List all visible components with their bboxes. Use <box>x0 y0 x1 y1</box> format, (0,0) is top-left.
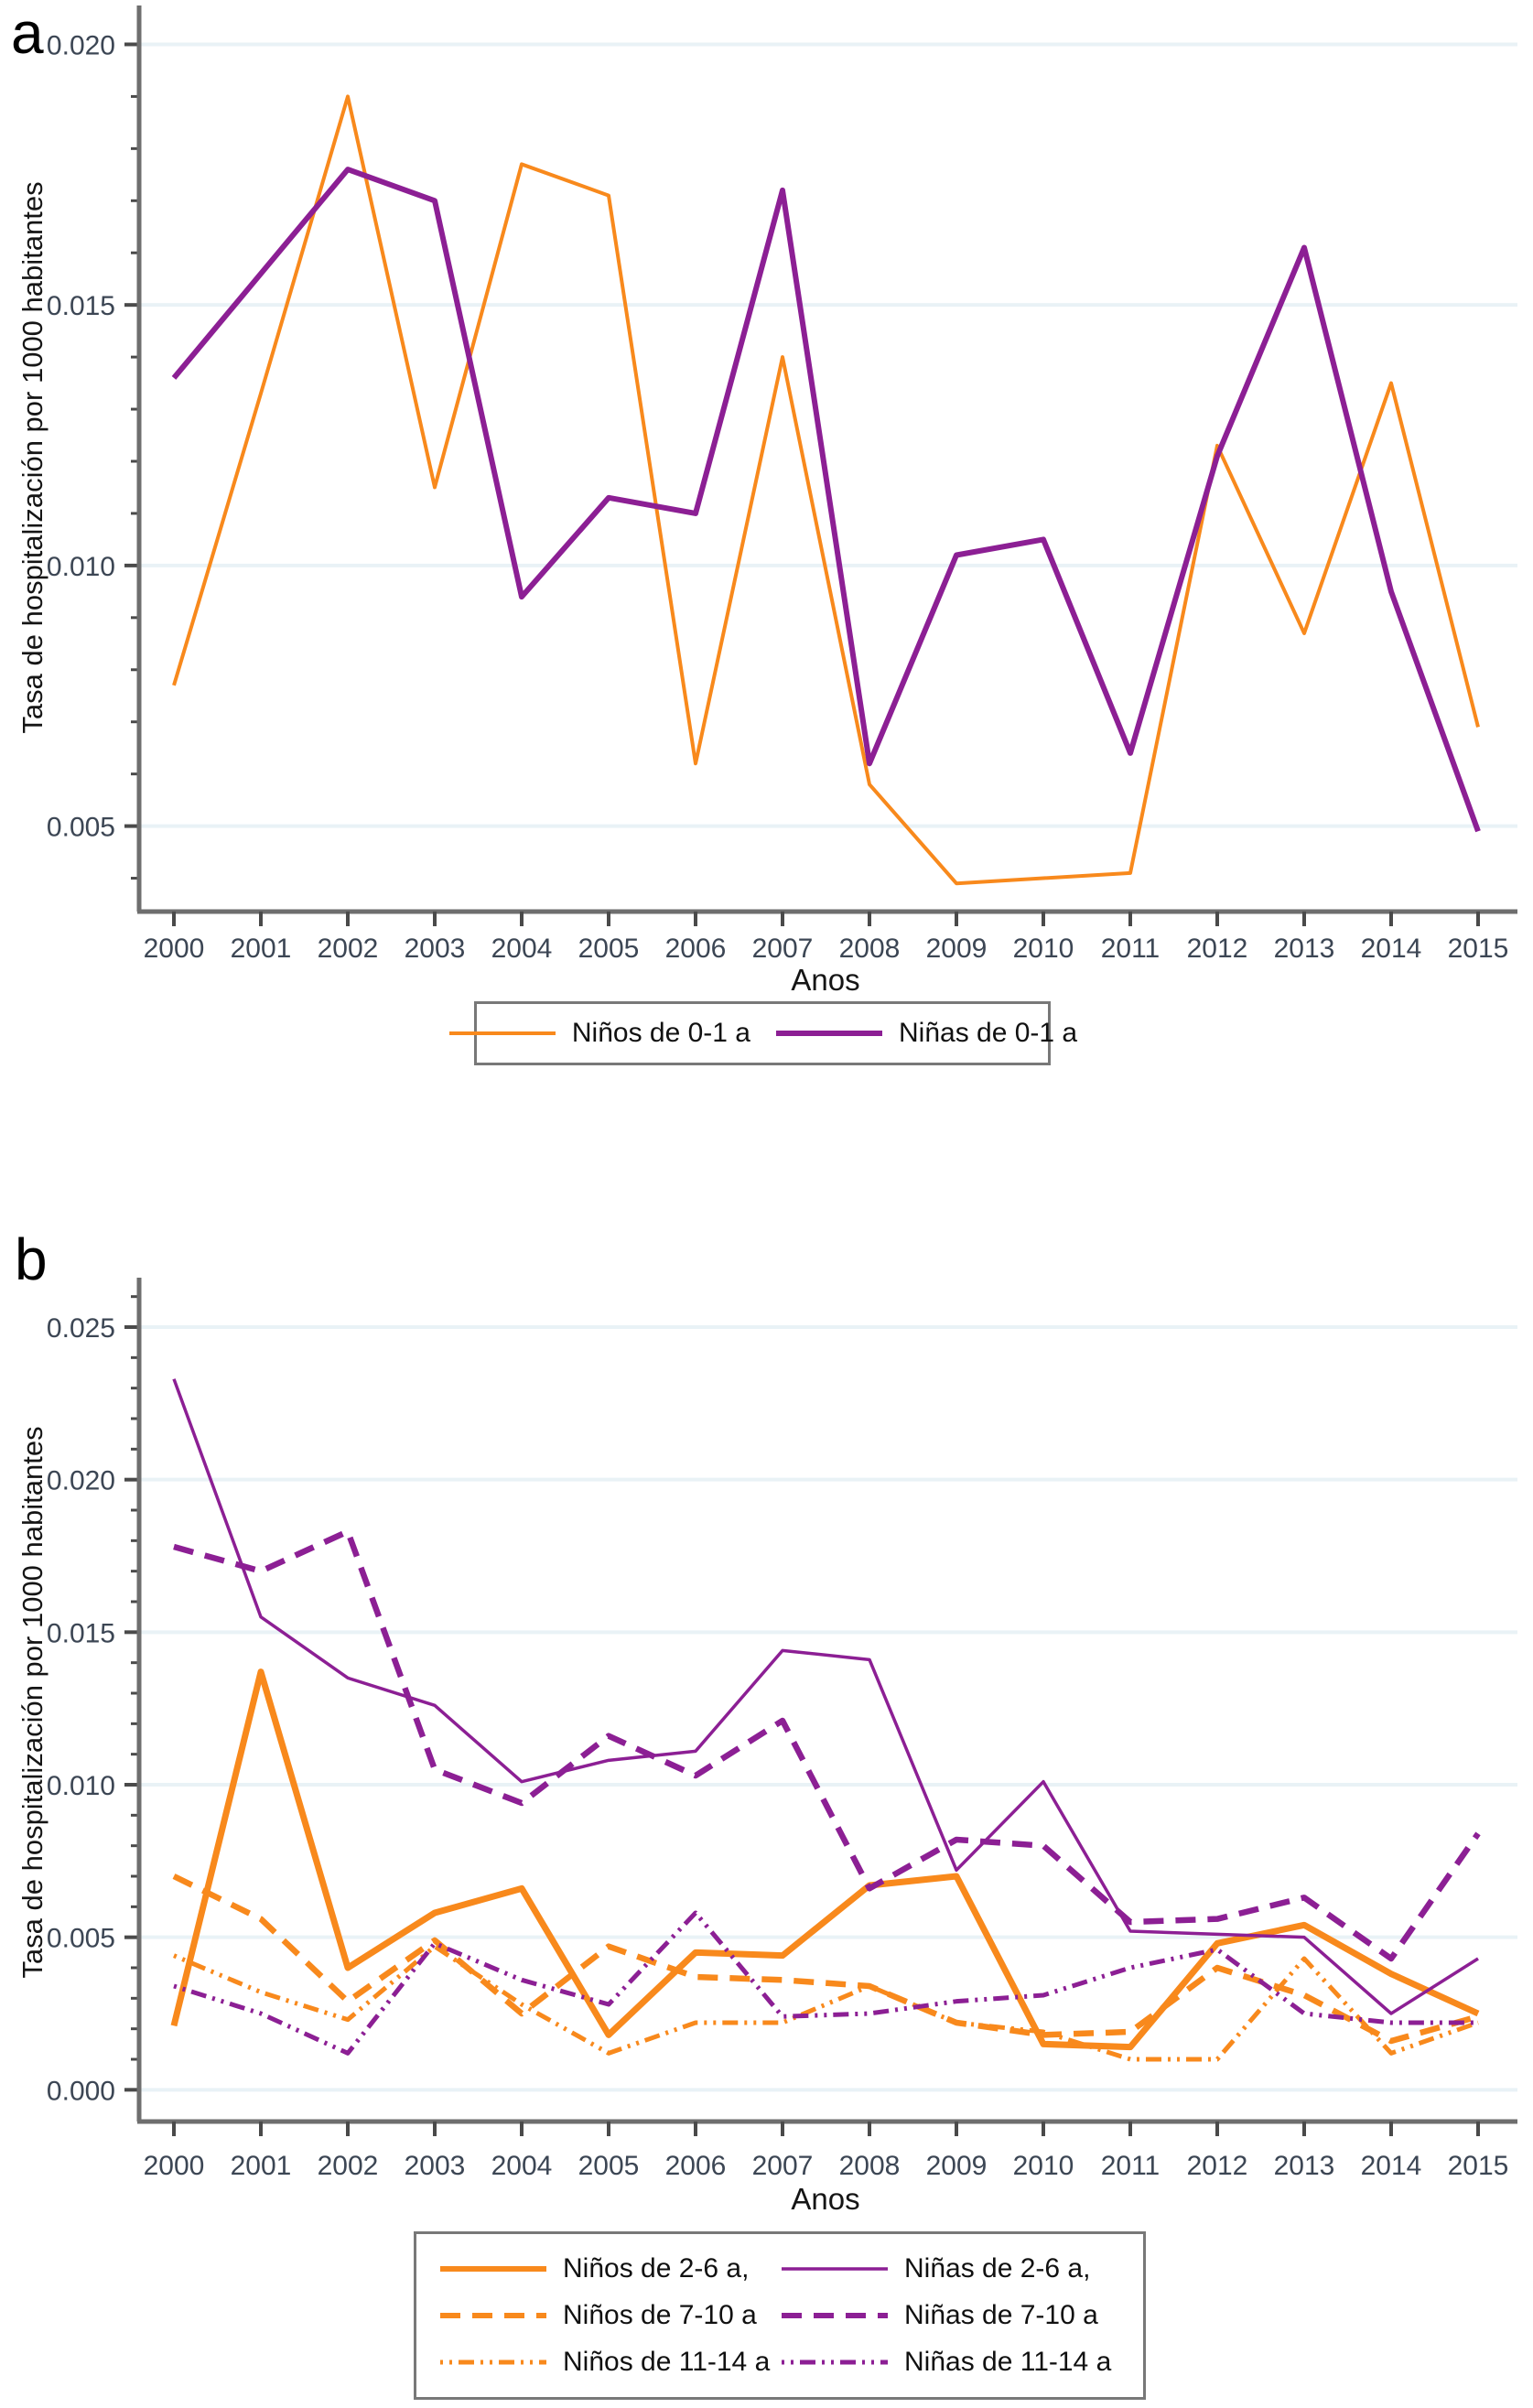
legend-label: Niños de 2-6 a, <box>563 2253 750 2284</box>
x-tick-label: 2011 <box>1101 934 1161 964</box>
legend-label: Niños de 0-1 a <box>571 1018 750 1048</box>
x-tick-label: 2005 <box>578 2151 640 2181</box>
legend-item: Niños de 2-6 a, <box>438 2253 780 2284</box>
legend-label: Niñas de 2-6 a, <box>904 2253 1091 2284</box>
series-line <box>173 1944 1479 2062</box>
legend-item: Niñas de 2-6 a, <box>780 2253 1121 2284</box>
legend-item: Niñas de 11-14 a <box>780 2347 1121 2378</box>
x-tick-label: 2013 <box>1274 2151 1335 2181</box>
x-tick-label: 2004 <box>491 934 553 964</box>
legend-label: Niños de 7-10 a <box>563 2300 757 2330</box>
legend-label: Niñas de 0-1 a <box>899 1018 1078 1048</box>
y-tick-label: 0.015 <box>47 291 115 321</box>
series-line <box>173 1910 1478 2056</box>
y-tick-label: 0.010 <box>47 1771 115 1801</box>
panel-b-letter: b <box>15 1226 48 1292</box>
legend-item: Niñas de 7-10 a <box>780 2300 1121 2331</box>
x-tick-label: 2004 <box>491 2151 553 2181</box>
y-tick-label: 0.005 <box>47 1924 115 1954</box>
x-tick-label: 2000 <box>144 2151 205 2181</box>
x-tick-label: 2006 <box>665 2151 727 2181</box>
y-tick-label: 0.010 <box>47 552 115 582</box>
x-tick-label: 2014 <box>1361 2151 1422 2181</box>
panel-a-chart-canvas: 0.005 0.010 0.015 0.020 2000 2001 2002 2003 2004… <box>47 5 1517 964</box>
x-tick-label: 2013 <box>1274 934 1335 964</box>
x-tick-label: 2008 <box>839 2151 901 2181</box>
panel-b-chart-canvas: 0.000 0.005 0.010 0.015 0.020 0.025 2000 2001 20… <box>47 1278 1517 2181</box>
y-tick-label: 0.015 <box>47 1618 115 1648</box>
y-tick-label: 0.025 <box>47 1313 115 1344</box>
x-tick-label: 2001 <box>231 2151 292 2181</box>
y-tick-label: 0.000 <box>47 2076 115 2106</box>
x-tick-label: 2010 <box>1013 934 1074 964</box>
x-tick-label: 2007 <box>752 2151 814 2181</box>
legend-line-sample <box>782 2267 888 2271</box>
panel-a-x-axis-label: Anos <box>791 963 860 997</box>
x-tick-label: 2012 <box>1187 2151 1248 2181</box>
legend-line-sample <box>782 2313 888 2318</box>
x-tick-label: 2009 <box>926 934 988 964</box>
y-tick-label: 0.005 <box>47 813 115 843</box>
legend-label: Niños de 11-14 a <box>563 2347 771 2377</box>
x-tick-label: 2007 <box>752 934 814 964</box>
x-tick-label: 2011 <box>1101 2151 1161 2181</box>
legend-item: Niños de 11-14 a <box>438 2347 780 2378</box>
legend-line-sample <box>782 2359 888 2365</box>
x-tick-label: 2002 <box>318 934 379 964</box>
legend-item: Niñas de 0-1 a <box>774 1018 1077 1049</box>
x-tick-label: 2008 <box>839 934 901 964</box>
x-tick-label: 2012 <box>1187 934 1248 964</box>
legend-line-sample <box>448 1031 556 1035</box>
legend-line-sample <box>776 1031 882 1036</box>
legend-item: Niños de 0-1 a <box>448 1018 750 1049</box>
panel-b-legend: Niños de 2-6 a, Niñas de 2-6 a, Niños de 7… <box>414 2231 1146 2400</box>
panel-b-x-axis-label: Anos <box>791 2182 860 2216</box>
x-tick-label: 2015 <box>1448 2151 1509 2181</box>
legend-label: Niñas de 11-14 a <box>904 2347 1112 2377</box>
x-tick-label: 2000 <box>144 934 205 964</box>
x-tick-label: 2005 <box>578 934 640 964</box>
x-tick-label: 2001 <box>231 934 292 964</box>
y-tick-label: 0.020 <box>47 30 115 60</box>
y-tick-label: 0.020 <box>47 1466 115 1496</box>
series-line <box>173 1528 1481 1962</box>
panel-a-legend: Niños de 0-1 a Niñas de 0-1 a <box>448 1001 1077 1065</box>
x-tick-label: 2009 <box>926 2151 988 2181</box>
series-line <box>171 167 1481 833</box>
legend-line-sample <box>440 2266 546 2272</box>
x-tick-label: 2010 <box>1013 2151 1074 2181</box>
x-tick-label: 2006 <box>665 934 727 964</box>
series-line <box>172 1378 1479 2015</box>
panel-a-letter: a <box>11 0 44 66</box>
legend-line-sample <box>440 2313 546 2318</box>
legend-label: Niñas de 7-10 a <box>904 2300 1098 2330</box>
x-tick-label: 2014 <box>1361 934 1422 964</box>
x-tick-label: 2003 <box>405 934 466 964</box>
x-tick-label: 2003 <box>405 2151 466 2181</box>
legend-line-sample <box>440 2359 546 2365</box>
x-tick-label: 2015 <box>1448 934 1509 964</box>
legend-item: Niños de 7-10 a <box>438 2300 780 2331</box>
series-line <box>172 94 1480 886</box>
x-tick-label: 2002 <box>318 2151 379 2181</box>
